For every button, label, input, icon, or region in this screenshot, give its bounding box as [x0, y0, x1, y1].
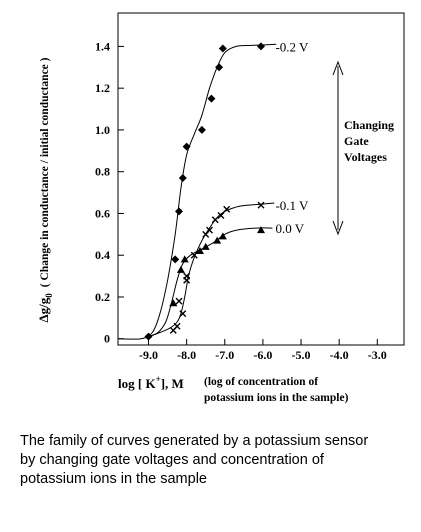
x-tick-label: -4.0: [330, 348, 349, 362]
data-point-x: [217, 212, 225, 220]
data-point-x: [206, 226, 214, 234]
data-point-diamond: [175, 207, 184, 216]
data-point-x: [183, 272, 191, 280]
figure-caption: The family of curves generated by a pota…: [20, 432, 420, 489]
y-axis-title-sub: 0: [44, 293, 54, 298]
data-point-diamond: [207, 94, 216, 103]
y-tick-label: 1.0: [95, 123, 110, 137]
data-point-diamond: [257, 42, 265, 51]
series-curve: [148, 227, 273, 338]
x-axis-title-sup: +: [156, 374, 161, 384]
data-point-triangle: [213, 236, 222, 244]
series-curves: [117, 43, 277, 340]
y-axis-title-paren: ( Change in conductance / initial conduc…: [39, 57, 51, 287]
y-axis-title-main: Δg/g: [36, 297, 51, 322]
x-axis-title-pre: log [ K: [118, 376, 156, 391]
data-point-x: [179, 310, 187, 318]
data-point-diamond: [197, 125, 206, 134]
chart: -9.0 -8.0 -7.0 -6.0 -5.0 -4.0 -3.0 00.20.40.60…: [36, 12, 405, 404]
y-tick-label: 0.6: [95, 206, 110, 220]
y-axis-title: Δg/g0 ( Change in conductance / initial c…: [36, 57, 54, 322]
data-point-x: [223, 205, 231, 213]
series-curve: [117, 43, 277, 340]
y-tick-label: 0.2: [95, 290, 110, 304]
data-point-diamond: [171, 255, 180, 264]
data-point-x: [190, 251, 198, 259]
y-tick-label: 0.4: [95, 248, 110, 262]
plot-area-frame: [117, 12, 405, 346]
y-tick-label: 1.4: [95, 39, 110, 53]
x-tick-label: -7.0: [215, 348, 234, 362]
data-point-triangle: [218, 232, 227, 240]
annotation-line-2: Gate: [344, 134, 369, 148]
x-axis-title: log [ K+], M: [118, 374, 184, 391]
data-point-x: [173, 322, 181, 330]
x-axis-note-line2: potassium ions in the sample): [204, 392, 349, 404]
x-tick-label: -9.0: [139, 348, 158, 362]
x-tick-label: -3.0: [368, 348, 387, 362]
data-point-triangle: [195, 247, 204, 255]
data-point-diamond: [215, 63, 224, 72]
y-axis: 0 0.2 0.4 0.6 0.8 1.0 1.2 1.4: [95, 39, 124, 346]
y-tick-label: 0.8: [95, 165, 110, 179]
data-point-x: [257, 201, 265, 209]
series-curve: [148, 202, 275, 338]
annotation-line-1: Changing: [344, 118, 394, 132]
data-point-x: [175, 297, 183, 305]
x-tick-label: -6.0: [253, 348, 272, 362]
data-point-triangle: [180, 255, 189, 263]
caption-line-2: by changing gate voltages and concentrat…: [20, 452, 324, 468]
x-axis: -9.0 -8.0 -7.0 -6.0 -5.0 -4.0 -3.0: [139, 339, 387, 362]
data-point-triangle: [257, 226, 265, 234]
data-point-x: [211, 216, 219, 224]
series-label: -0.2 V: [275, 39, 309, 54]
data-point-triangle: [169, 299, 178, 307]
data-point-diamond: [144, 332, 153, 341]
x-tick-label: -5.0: [292, 348, 311, 362]
caption-line-3: potassium ions in the sample: [20, 471, 207, 487]
data-point-diamond: [178, 173, 187, 182]
data-point-diamond: [218, 44, 227, 53]
gate-voltage-arrow: [332, 60, 344, 236]
x-axis-note-line1: (log of concentration of: [204, 376, 318, 388]
data-point-triangle: [201, 242, 210, 250]
x-tick-label: -8.0: [177, 348, 196, 362]
series-label: -0.1 V: [275, 198, 309, 213]
data-point-triangle: [176, 265, 185, 273]
y-tick-label: 0: [104, 332, 110, 346]
data-point-diamond: [182, 142, 191, 151]
annotation-line-3: Voltages: [344, 150, 387, 164]
y-tick-label: 1.2: [95, 81, 110, 95]
caption-line-1: The family of curves generated by a pota…: [20, 433, 369, 449]
series-label: 0.0 V: [275, 221, 304, 236]
series-markers: [144, 42, 265, 341]
series-labels: -0.2 V -0.1 V 0.0 V: [275, 39, 309, 236]
x-axis-title-post: ], M: [161, 376, 184, 391]
